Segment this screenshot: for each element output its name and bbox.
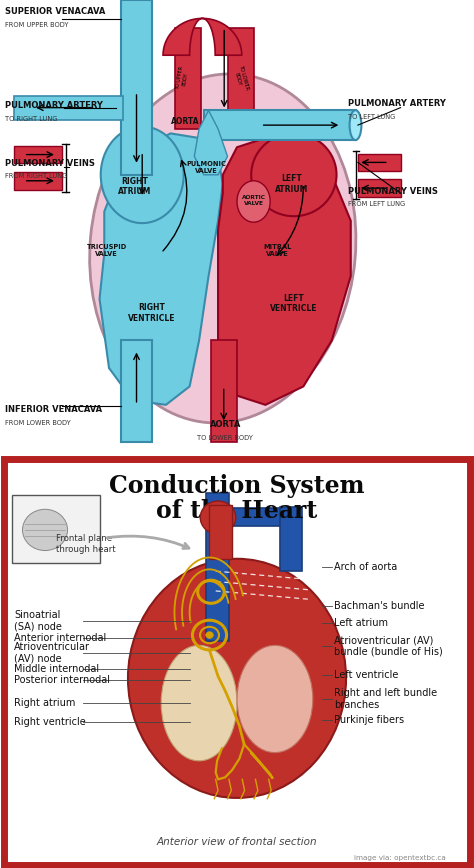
Text: PULMONARY ARTERY: PULMONARY ARTERY [5, 102, 102, 110]
Text: FROM RIGHT LUNG: FROM RIGHT LUNG [5, 174, 67, 180]
Bar [121, 0, 152, 174]
Text: Left ventricle: Left ventricle [334, 670, 399, 680]
FancyBboxPatch shape [12, 495, 100, 563]
Text: TO LEFT LUNG: TO LEFT LUNG [348, 114, 396, 120]
Text: Right atrium: Right atrium [14, 698, 75, 708]
Ellipse shape [161, 646, 237, 760]
Ellipse shape [237, 646, 313, 753]
Bar [209, 505, 232, 559]
Text: TRICUSPID
VALVE: TRICUSPID VALVE [87, 244, 127, 257]
FancyBboxPatch shape [4, 459, 470, 865]
Text: PULMONARY ARTERY: PULMONARY ARTERY [348, 99, 446, 108]
Text: Arch of aorta: Arch of aorta [334, 562, 397, 572]
Text: PULMONARY VEINS: PULMONARY VEINS [348, 187, 438, 195]
Ellipse shape [251, 134, 337, 216]
Text: AORTA: AORTA [171, 117, 199, 127]
Text: INFERIOR VENACAVA: INFERIOR VENACAVA [5, 405, 102, 414]
Text: SUPERIOR VENACAVA: SUPERIOR VENACAVA [5, 7, 105, 16]
Text: AORTA: AORTA [210, 420, 241, 429]
Text: RIGHT
VENTRICLE: RIGHT VENTRICLE [128, 303, 175, 323]
Text: Purkinje fibers: Purkinje fibers [334, 714, 404, 725]
Text: of the Heart: of the Heart [156, 499, 318, 523]
Text: PULMONIC
VALVE: PULMONIC VALVE [186, 161, 226, 174]
Bar [14, 95, 123, 120]
Text: Posterior internodal: Posterior internodal [14, 675, 110, 686]
Bar [14, 146, 62, 163]
Text: FROM LOWER BODY: FROM LOWER BODY [5, 419, 71, 425]
Bar [358, 180, 401, 197]
Circle shape [206, 632, 213, 638]
Text: Conduction System: Conduction System [109, 474, 365, 498]
Polygon shape [100, 134, 223, 404]
Text: FROM LEFT LUNG: FROM LEFT LUNG [348, 201, 406, 207]
Text: LEFT
ATRIUM: LEFT ATRIUM [275, 174, 308, 194]
Bar [280, 507, 302, 571]
Text: TO UPPER
BODY: TO UPPER BODY [174, 65, 190, 91]
Bar [211, 340, 237, 442]
Text: Anterior view of frontal section: Anterior view of frontal section [157, 838, 317, 847]
Bar [206, 493, 229, 641]
Text: Middle internodal: Middle internodal [14, 664, 100, 674]
Text: FROM UPPER BODY: FROM UPPER BODY [5, 22, 68, 28]
Text: Frontal plane
through heart: Frontal plane through heart [56, 534, 116, 554]
Text: Bachman's bundle: Bachman's bundle [334, 602, 425, 611]
Text: Right ventricle: Right ventricle [14, 717, 86, 727]
Bar [228, 28, 254, 128]
Ellipse shape [128, 559, 346, 798]
Bar [121, 340, 152, 442]
Ellipse shape [200, 501, 236, 534]
Text: Atrioventricular
(AV) node: Atrioventricular (AV) node [14, 642, 90, 663]
Ellipse shape [100, 127, 183, 223]
Text: PULMONARY VEINS: PULMONARY VEINS [5, 159, 95, 168]
Text: Left atrium: Left atrium [334, 618, 388, 628]
Text: AORTIC
VALVE: AORTIC VALVE [242, 194, 265, 206]
Text: TO RIGHT LUNG: TO RIGHT LUNG [5, 116, 57, 122]
Polygon shape [163, 18, 242, 56]
Ellipse shape [237, 181, 270, 222]
Text: TO LOWER BODY: TO LOWER BODY [197, 435, 253, 441]
Bar [175, 28, 201, 128]
Bar [204, 110, 356, 141]
Text: MITRAL
VALVE: MITRAL VALVE [263, 244, 292, 257]
Text: Sinoatrial
(SA) node: Sinoatrial (SA) node [14, 610, 62, 631]
Polygon shape [218, 138, 351, 404]
Bar [14, 172, 62, 189]
Text: Atrioventricular (AV)
bundle (bundle of His): Atrioventricular (AV) bundle (bundle of … [334, 635, 443, 657]
Text: LEFT
VENTRICLE: LEFT VENTRICLE [270, 294, 318, 313]
Text: Right and left bundle
branches: Right and left bundle branches [334, 688, 438, 710]
Text: image via: opentextbc.ca: image via: opentextbc.ca [354, 855, 446, 861]
Ellipse shape [90, 74, 356, 423]
Ellipse shape [349, 110, 361, 140]
Bar [206, 509, 301, 526]
Ellipse shape [23, 510, 67, 550]
Text: RIGHT
ATRIUM: RIGHT ATRIUM [118, 176, 152, 196]
Polygon shape [194, 110, 228, 174]
Bar [358, 154, 401, 171]
Text: Anterior internodal: Anterior internodal [14, 633, 107, 643]
Text: TO LOWER
BODY: TO LOWER BODY [232, 64, 249, 92]
